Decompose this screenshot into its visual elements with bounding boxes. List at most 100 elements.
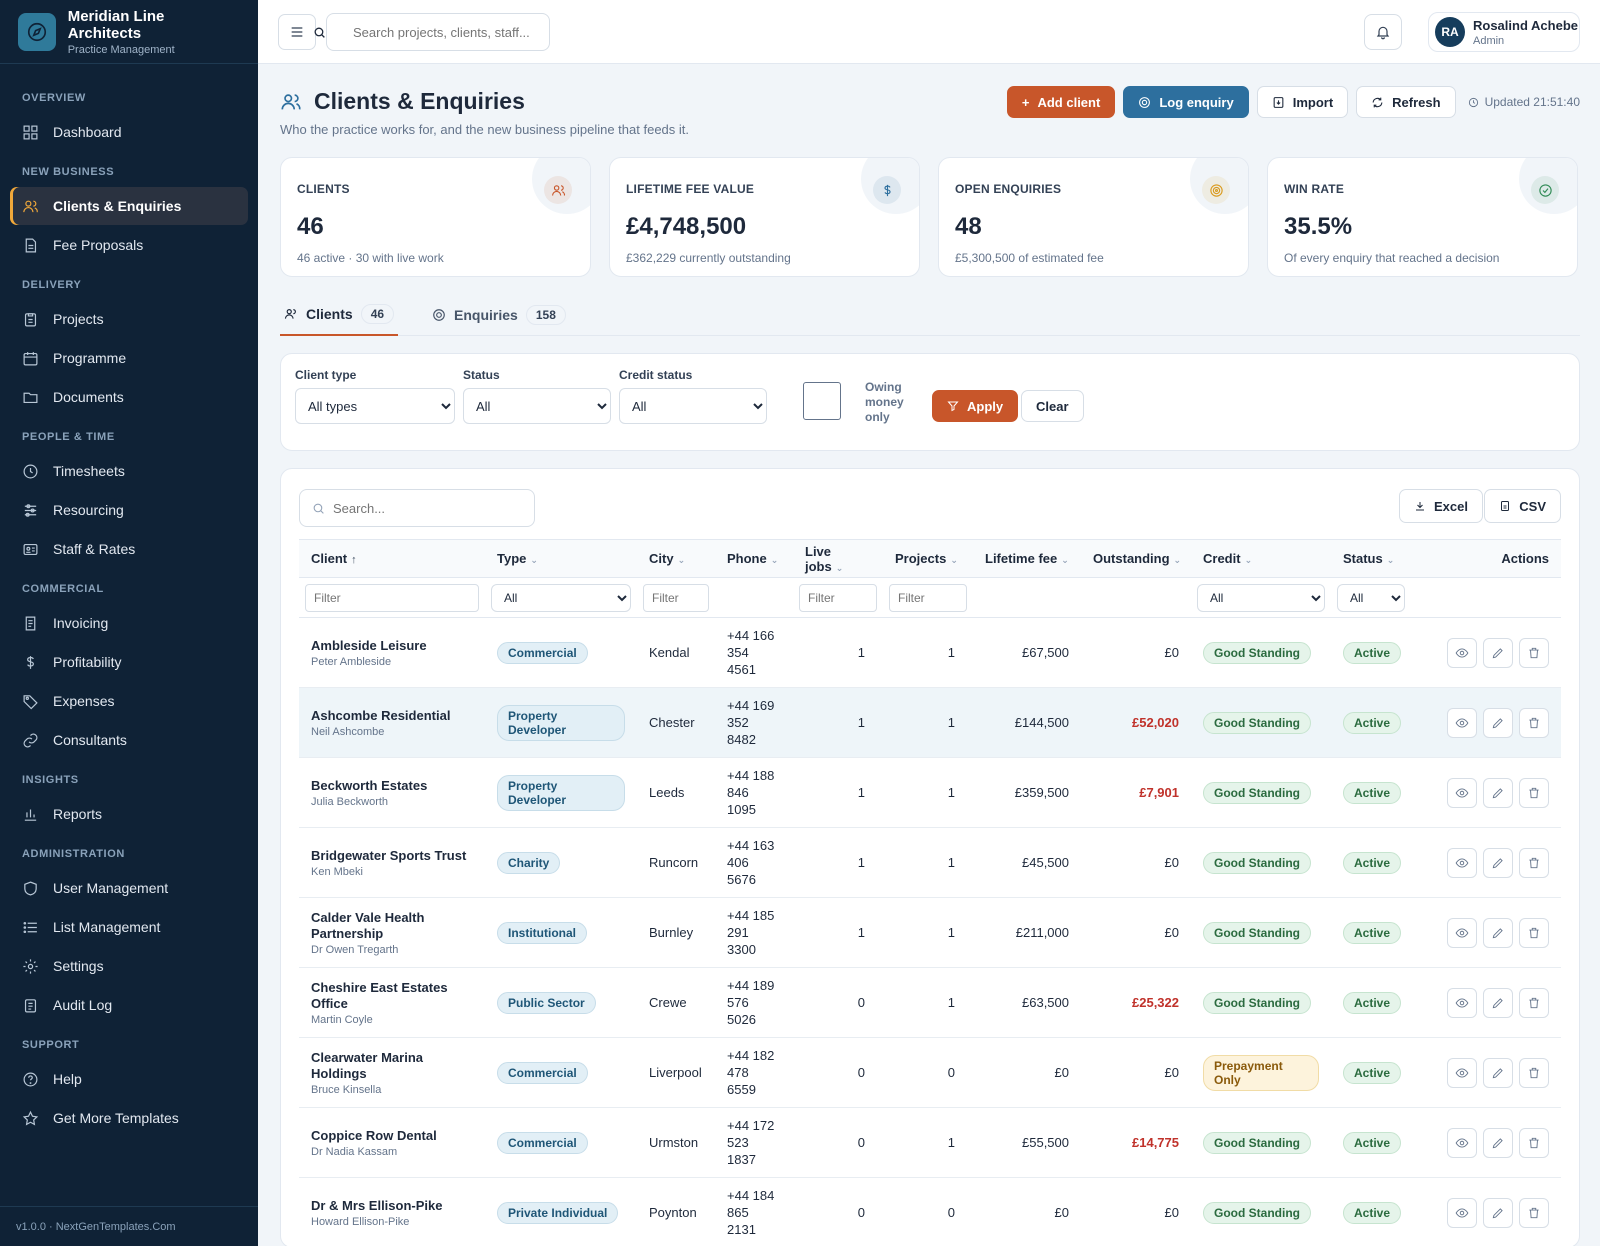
column-header-status[interactable]: Status ⌄ (1331, 539, 1411, 578)
owing-money-checkbox[interactable] (803, 382, 841, 420)
status-select[interactable]: All (463, 388, 611, 424)
delete-button[interactable] (1519, 1057, 1549, 1088)
edit-button[interactable] (1483, 1197, 1513, 1228)
credit-select[interactable]: All (619, 388, 767, 424)
table-row[interactable]: Ashcombe Residential Neil Ashcombe Propert… (299, 687, 1561, 758)
user-menu[interactable]: RA Rosalind Achebe Admin (1428, 12, 1580, 52)
table-search-input[interactable] (333, 500, 523, 516)
column-header-outstanding[interactable]: Outstanding ⌄ (1081, 539, 1191, 578)
global-search-input[interactable] (353, 14, 553, 50)
sidebar-item-fee-proposals[interactable]: Fee Proposals (10, 226, 248, 264)
edit-button[interactable] (1483, 777, 1513, 808)
table-row[interactable]: Bridgewater Sports Trust Ken Mbeki Charity… (299, 827, 1561, 898)
edit-button[interactable] (1483, 847, 1513, 878)
client-name[interactable]: Bridgewater Sports Trust (311, 847, 467, 863)
notifications-button[interactable] (1364, 14, 1402, 50)
view-button[interactable] (1447, 917, 1477, 948)
live-jobs-filter-input[interactable] (799, 583, 877, 612)
edit-button[interactable] (1483, 707, 1513, 738)
table-row[interactable]: Coppice Row Dental Dr Nadia Kassam Commerc… (299, 1107, 1561, 1178)
table-search[interactable] (299, 489, 535, 527)
column-header-phone[interactable]: Phone ⌄ (715, 539, 793, 578)
sidebar-item-expenses[interactable]: Expenses (10, 682, 248, 720)
column-header-city[interactable]: City ⌄ (637, 539, 715, 578)
delete-button[interactable] (1519, 1197, 1549, 1228)
table-row[interactable]: Beckworth Estates Julia Beckworth Property… (299, 757, 1561, 828)
client-name[interactable]: Beckworth Estates (311, 777, 428, 793)
credit-filter-select[interactable]: All (1197, 583, 1325, 612)
delete-button[interactable] (1519, 1127, 1549, 1158)
sidebar-item-audit-log[interactable]: Audit Log (10, 986, 248, 1024)
edit-button[interactable] (1483, 637, 1513, 668)
sidebar-item-programme[interactable]: Programme (10, 339, 248, 377)
import-button[interactable]: Import (1256, 86, 1349, 118)
view-button[interactable] (1447, 1197, 1477, 1228)
sidebar-item-resourcing[interactable]: Resourcing (10, 491, 248, 529)
client-name[interactable]: Calder Vale Health Partnership (311, 909, 425, 941)
column-header-type[interactable]: Type ⌄ (485, 539, 637, 578)
sidebar-item-documents[interactable]: Documents (10, 378, 248, 416)
client-name[interactable]: Cheshire East Estates Office (311, 979, 448, 1011)
client-name[interactable]: Coppice Row Dental (311, 1127, 437, 1143)
column-header-projects[interactable]: Projects ⌄ (883, 539, 973, 578)
view-button[interactable] (1447, 777, 1477, 808)
table-row[interactable]: Cheshire East Estates Office Martin Coyle… (299, 967, 1561, 1038)
table-row[interactable]: Clearwater Marina Holdings Bruce Kinsella… (299, 1037, 1561, 1108)
view-button[interactable] (1447, 987, 1477, 1018)
status-filter-select[interactable]: All (1337, 583, 1405, 612)
delete-button[interactable] (1519, 917, 1549, 948)
client-name[interactable]: Ashcombe Residential (311, 707, 451, 723)
client-type-select[interactable]: All types (295, 388, 455, 424)
column-header-client[interactable]: Client ↑ (299, 539, 485, 578)
sidebar-item-profitability[interactable]: Profitability (10, 643, 248, 681)
refresh-button[interactable]: Refresh (1356, 86, 1456, 118)
sidebar-item-get-more-templates[interactable]: Get More Templates (10, 1099, 248, 1137)
client-name[interactable]: Clearwater Marina Holdings (311, 1049, 423, 1081)
column-header-credit[interactable]: Credit ⌄ (1191, 539, 1331, 578)
brand[interactable]: Meridian Line Architects Practice Manage… (0, 0, 258, 64)
sidebar-item-help[interactable]: Help (10, 1060, 248, 1098)
view-button[interactable] (1447, 1127, 1477, 1158)
sidebar-item-timesheets[interactable]: Timesheets (10, 452, 248, 490)
add-client-button[interactable]: + Add client (1006, 86, 1116, 118)
column-header-lifetime-fee[interactable]: Lifetime fee ⌄ (973, 539, 1081, 578)
client-name[interactable]: Dr & Mrs Ellison-Pike (311, 1197, 443, 1213)
column-header-live-jobs[interactable]: Live jobs ⌄ (793, 539, 883, 578)
sidebar-item-invoicing[interactable]: Invoicing (10, 604, 248, 642)
apply-button[interactable]: Apply (932, 390, 1019, 422)
edit-button[interactable] (1483, 917, 1513, 948)
clear-button[interactable]: Clear (1021, 390, 1084, 422)
tab-enquiries[interactable]: Enquiries 158 (428, 294, 570, 336)
export-csv-button[interactable]: CSV (1484, 489, 1561, 523)
sidebar-item-list-management[interactable]: List Management (10, 908, 248, 946)
sidebar-item-reports[interactable]: Reports (10, 795, 248, 833)
view-button[interactable] (1447, 707, 1477, 738)
edit-button[interactable] (1483, 987, 1513, 1018)
tab-clients[interactable]: Clients 46 (280, 294, 399, 336)
delete-button[interactable] (1519, 707, 1549, 738)
client-filter-input[interactable] (305, 583, 479, 612)
city-filter-input[interactable] (643, 583, 709, 612)
global-search[interactable] (314, 13, 553, 51)
sidebar-item-consultants[interactable]: Consultants (10, 721, 248, 759)
sidebar-item-staff-and-rates[interactable]: Staff & Rates (10, 530, 248, 568)
sidebar-item-user-management[interactable]: User Management (10, 869, 248, 907)
table-row[interactable]: Calder Vale Health Partnership Dr Owen Tr… (299, 897, 1561, 968)
view-button[interactable] (1447, 1057, 1477, 1088)
projects-filter-input[interactable] (889, 583, 967, 612)
export-excel-button[interactable]: Excel (1399, 489, 1483, 523)
sidebar-item-settings[interactable]: Settings (10, 947, 248, 985)
client-name[interactable]: Ambleside Leisure (311, 637, 427, 653)
sidebar-item-clients-and-enquiries[interactable]: Clients & Enquiries (10, 187, 248, 225)
sidebar-item-projects[interactable]: Projects (10, 300, 248, 338)
view-button[interactable] (1447, 637, 1477, 668)
view-button[interactable] (1447, 847, 1477, 878)
delete-button[interactable] (1519, 777, 1549, 808)
sidebar-item-dashboard[interactable]: Dashboard (10, 113, 248, 151)
type-filter-select[interactable]: All (491, 583, 631, 612)
edit-button[interactable] (1483, 1057, 1513, 1088)
menu-button[interactable] (278, 14, 316, 50)
delete-button[interactable] (1519, 637, 1549, 668)
log-enquiry-button[interactable]: Log enquiry (1123, 86, 1249, 118)
delete-button[interactable] (1519, 847, 1549, 878)
